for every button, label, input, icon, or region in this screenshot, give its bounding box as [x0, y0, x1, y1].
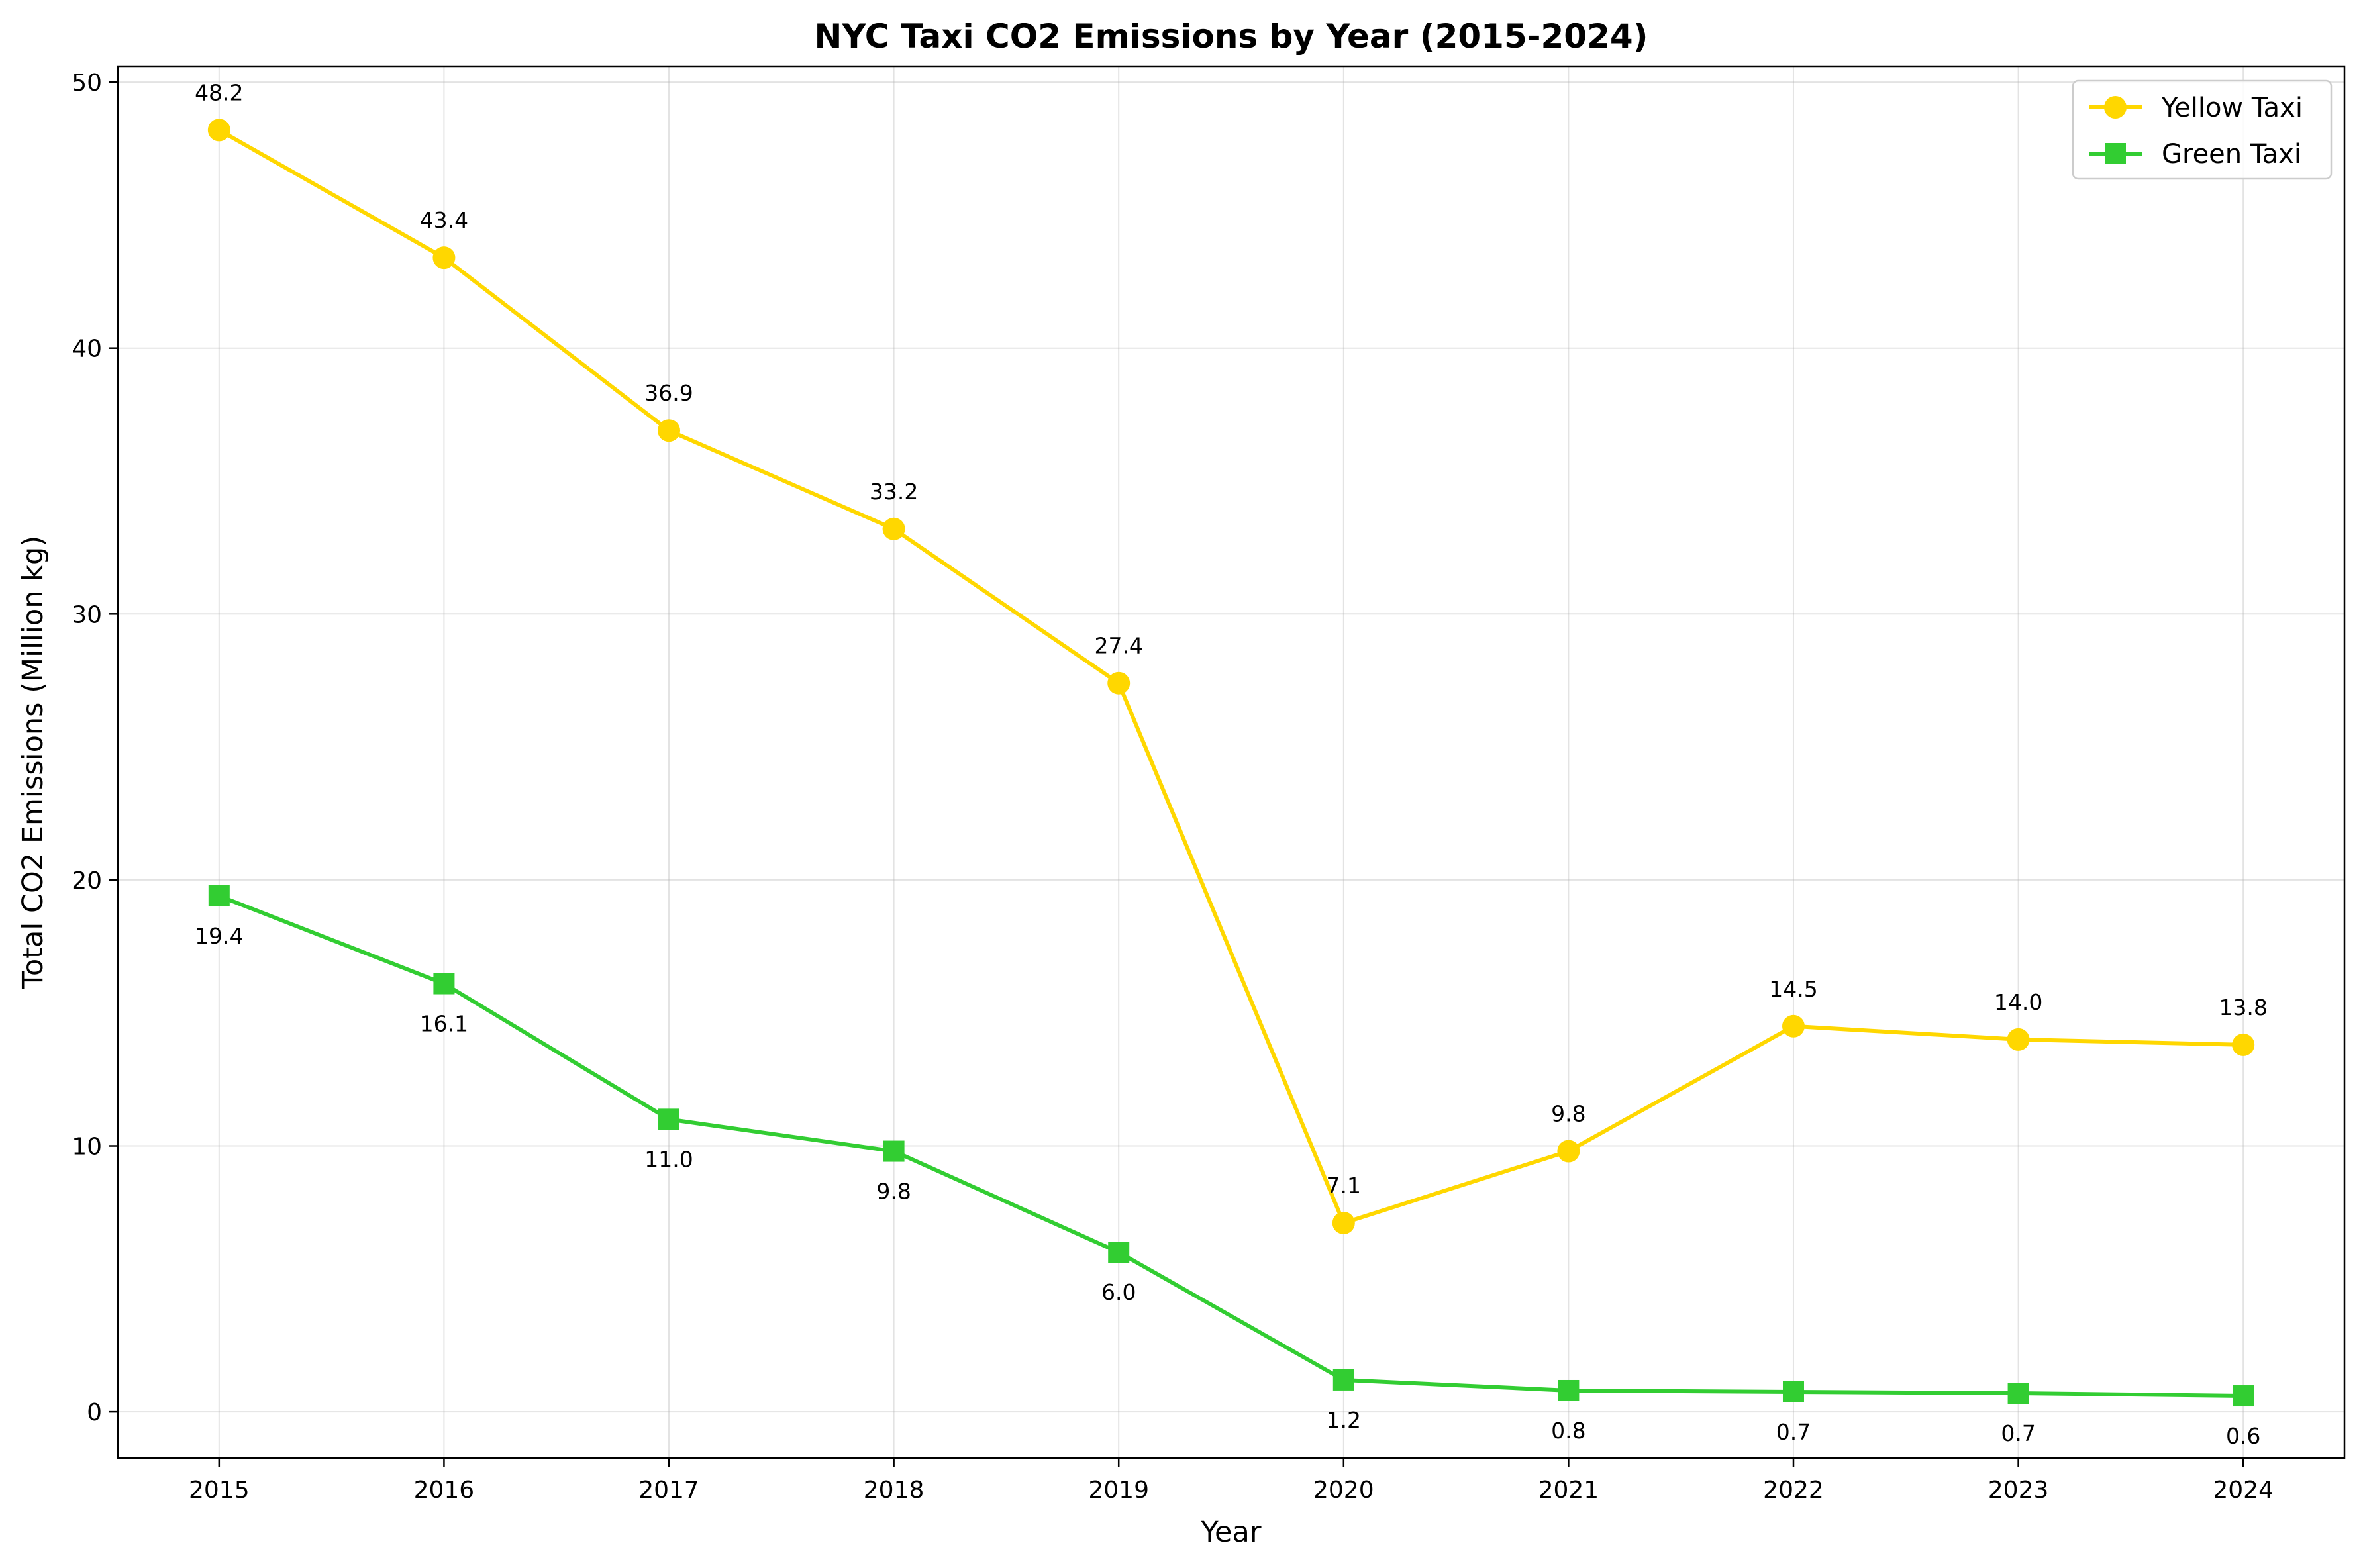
y-tick-label: 20: [72, 867, 102, 895]
y-tick-label: 40: [72, 336, 102, 363]
yellow-taxi-series: [207, 119, 2255, 1234]
green-taxi-line: [218, 894, 2244, 1398]
yellow-taxi-data-label: 43.4: [420, 207, 468, 233]
green-taxi-point: [2007, 1383, 2029, 1404]
green-taxi-point: [433, 973, 455, 995]
green-taxi-data-label: 11.0: [644, 1146, 693, 1172]
legend: Yellow Taxi Green Taxi: [2072, 79, 2333, 180]
yellow-taxi-point: [1557, 1140, 1580, 1163]
yellow-taxi-point: [1332, 1211, 1355, 1234]
axis-ticks: 2015 2016 2017 2018 2019 2020 2021 2022 2023 2024…: [72, 70, 2274, 1504]
green-taxi-point: [208, 885, 230, 907]
yellow-taxi-data-label: 14.5: [1769, 976, 1817, 1002]
green-taxi-data-label: 6.0: [1101, 1279, 1136, 1305]
y-tick-label: 50: [72, 70, 102, 97]
green-taxi-point: [1108, 1242, 1130, 1263]
y-tick-label: 0: [87, 1399, 102, 1426]
yellow-taxi-data-label: 14.0: [1994, 989, 2042, 1015]
green-taxi-data-label: 0.7: [2001, 1420, 2035, 1446]
yellow-taxi-point: [207, 119, 230, 142]
x-tick-label: 2021: [1538, 1477, 1599, 1504]
legend-marker: [2105, 143, 2126, 164]
green-taxi-point: [658, 1108, 680, 1130]
y-axis-label: Total CO2 Emissions (Million kg): [17, 536, 50, 989]
legend-marker: [2104, 96, 2127, 119]
x-tick-label: 2023: [1988, 1477, 2049, 1504]
x-tick-label: 2015: [189, 1477, 250, 1504]
yellow-taxi-point: [1782, 1014, 1805, 1038]
y-tick-label: 10: [72, 1134, 102, 1161]
green-taxi-data-label: 0.8: [1551, 1418, 1585, 1444]
data-labels: 48.2 43.4 36.9 33.2 27.4 7.1 9.8 14.5 14.0 13.8 19…: [195, 79, 2268, 1449]
yellow-taxi-point: [658, 419, 681, 442]
y-tick-label: 30: [72, 601, 102, 628]
green-taxi-data-label: 9.8: [876, 1179, 911, 1204]
green-taxi-data-label: 0.7: [1776, 1419, 1811, 1445]
green-taxi-point: [1558, 1379, 1580, 1401]
grid: [118, 66, 2344, 1458]
x-axis-label: Year: [1200, 1516, 1261, 1549]
x-tick-label: 2022: [1763, 1477, 1824, 1504]
yellow-taxi-point: [882, 517, 905, 540]
legend-label: Green Taxi: [2162, 139, 2301, 170]
plot-frame: [117, 65, 2346, 1459]
yellow-taxi-data-label: 13.8: [2219, 995, 2267, 1020]
x-tick-label: 2016: [414, 1477, 475, 1504]
green-taxi-data-label: 0.6: [2226, 1423, 2260, 1449]
green-taxi-point: [883, 1140, 905, 1162]
yellow-taxi-data-label: 33.2: [870, 479, 918, 505]
yellow-taxi-point: [2007, 1028, 2030, 1051]
green-taxi-point: [1332, 1369, 1354, 1391]
x-tick-label: 2019: [1088, 1477, 1149, 1504]
legend-label: Yellow Taxi: [2161, 93, 2303, 123]
x-tick-label: 2024: [2213, 1477, 2274, 1504]
green-taxi-data-label: 16.1: [420, 1011, 468, 1037]
legend-entry-green-taxi: Green Taxi: [2089, 139, 2301, 170]
green-taxi-point: [2233, 1385, 2254, 1407]
yellow-taxi-point: [432, 246, 456, 270]
chart-title: NYC Taxi CO2 Emissions by Year (2015-202…: [814, 17, 1648, 56]
yellow-taxi-data-label: 36.9: [644, 380, 693, 406]
series-lines: [207, 119, 2255, 1407]
yellow-taxi-data-label: 9.8: [1551, 1101, 1585, 1127]
green-taxi-data-label: 19.4: [195, 923, 243, 949]
yellow-taxi-data-label: 7.1: [1327, 1173, 1361, 1199]
x-tick-label: 2020: [1313, 1477, 1374, 1504]
yellow-taxi-point: [1107, 671, 1131, 695]
green-taxi-series: [208, 885, 2254, 1407]
yellow-taxi-line: [218, 128, 2244, 1225]
green-taxi-data-label: 1.2: [1327, 1407, 1361, 1433]
yellow-taxi-point: [2232, 1033, 2255, 1056]
yellow-taxi-data-label: 48.2: [195, 79, 243, 105]
green-taxi-point: [1782, 1381, 1804, 1403]
x-tick-label: 2018: [864, 1477, 925, 1504]
legend-entry-yellow-taxi: Yellow Taxi: [2089, 93, 2303, 123]
yellow-taxi-data-label: 27.4: [1094, 633, 1142, 659]
x-tick-label: 2017: [638, 1477, 699, 1504]
